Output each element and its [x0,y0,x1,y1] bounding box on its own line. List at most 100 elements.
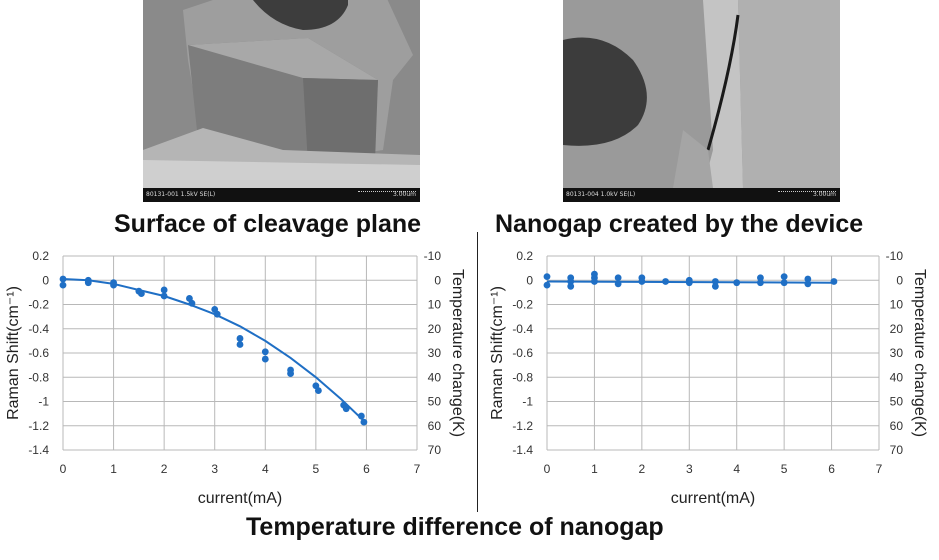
data-point [342,405,350,413]
sem-image-right: 80131-004 1.0kV SE(L) 3.00um [563,0,840,202]
data-point [804,275,812,283]
y2-tick-label: 70 [890,443,904,457]
y-tick-label: -0.4 [512,322,533,336]
y2-tick-label: 40 [428,370,442,384]
x-tick-label: 5 [781,462,788,476]
x-axis-title: current(mA) [671,490,755,507]
data-point [287,370,294,378]
data-point [685,279,693,287]
y-tick-label: -0.8 [28,370,49,384]
y-tick-label: 0 [526,273,533,287]
x-tick-label: 7 [876,462,883,476]
x-tick-label: 3 [686,462,693,476]
data-point [160,292,168,300]
data-point [780,279,788,287]
chart-right: 0.20-0.2-0.4-0.6-0.8-1-1.2-1.4-100102030… [489,249,928,507]
data-point [567,282,575,290]
y2-tick-label: -10 [424,249,442,263]
data-point [188,299,196,307]
data-point [261,355,269,363]
data-point [830,278,838,285]
data-point [213,310,221,318]
y2-tick-label: 40 [890,370,904,384]
x-tick-label: 0 [544,462,551,476]
y2-tick-label: 30 [428,346,442,360]
caption-left: Surface of cleavage plane [114,210,422,238]
x-tick-label: 6 [828,462,835,476]
y-axis-title: Raman Shift(cm⁻¹) [5,286,22,420]
data-point [160,286,168,294]
y-tick-label: -1.4 [512,443,533,457]
data-point [780,273,788,281]
y2-tick-label: 60 [890,419,904,433]
y2-tick-label: 60 [428,419,442,433]
data-point [614,280,622,288]
data-point [543,273,551,281]
x-tick-label: 2 [639,462,646,476]
y2-tick-label: 50 [890,395,904,409]
data-point [357,412,365,420]
data-point [236,341,244,348]
data-point [591,278,598,285]
data-point [84,279,92,287]
y-tick-label: -0.6 [28,346,49,360]
y2-tick-label: 20 [890,322,904,336]
x-tick-label: 0 [60,462,67,476]
y-tick-label: -1 [38,395,49,409]
y-axis-title: Raman Shift(cm⁻¹) [489,286,506,420]
data-point [711,278,719,285]
y2-tick-label: 30 [890,346,904,360]
data-point [110,281,117,289]
sem-scale-right: 3.00um [776,188,836,202]
y-tick-label: 0.2 [32,249,49,263]
y2-tick-label: 20 [428,322,442,336]
x-axis-title: current(mA) [198,490,282,507]
y2-tick-label: 10 [428,298,442,312]
y-tick-label: -0.4 [28,322,49,336]
data-point [757,274,764,282]
sem-label-left: 80131-001 1.5kV SE(L) [146,191,216,198]
y2-tick-label: 0 [434,273,441,287]
y-tick-label: -0.6 [512,346,533,360]
x-tick-label: 6 [363,462,370,476]
caption-right: Nanogap created by the device [495,210,864,238]
data-point [567,278,575,285]
main-caption: Temperature difference of nanogap [246,513,664,541]
panel-divider [477,232,478,512]
sem-scale-left: 3.00um [356,188,416,202]
y-tick-label: -0.2 [28,298,49,312]
data-point [757,279,764,287]
data-point [360,418,368,426]
sem-image-right-content [563,0,840,188]
y-tick-label: -1.2 [512,419,533,433]
x-tick-label: 3 [211,462,218,476]
y2-tick-label: 10 [890,298,904,312]
data-point [314,387,322,394]
x-tick-label: 7 [414,462,421,476]
data-point [804,280,812,288]
y-tick-label: 0.2 [516,249,533,263]
x-tick-label: 1 [591,462,598,476]
data-point [59,275,67,283]
x-tick-label: 2 [161,462,168,476]
data-point [662,278,669,285]
x-tick-label: 4 [262,462,269,476]
chart-left: 0.20-0.2-0.4-0.6-0.8-1-1.2-1.4-100102030… [5,249,465,507]
sem-info-bar-right: 80131-004 1.0kV SE(L) 3.00um [563,188,840,202]
x-tick-label: 4 [733,462,740,476]
data-point [236,335,244,342]
y-tick-label: -1.2 [28,419,49,433]
data-point [614,274,622,282]
x-tick-label: 5 [313,462,320,476]
data-point [733,279,741,287]
data-point [59,281,67,289]
y2-tick-label: -10 [886,249,904,263]
sem-image-left: 80131-001 1.5kV SE(L) 3.00um [143,0,420,202]
y-tick-label: -1 [522,395,533,409]
x-tick-label: 1 [110,462,117,476]
sem-info-bar-left: 80131-001 1.5kV SE(L) 3.00um [143,188,420,202]
y2-tick-label: 50 [428,395,442,409]
data-point [137,290,145,297]
y2-axis-title: Temperature change(K) [449,269,465,437]
y2-tick-label: 0 [896,273,903,287]
